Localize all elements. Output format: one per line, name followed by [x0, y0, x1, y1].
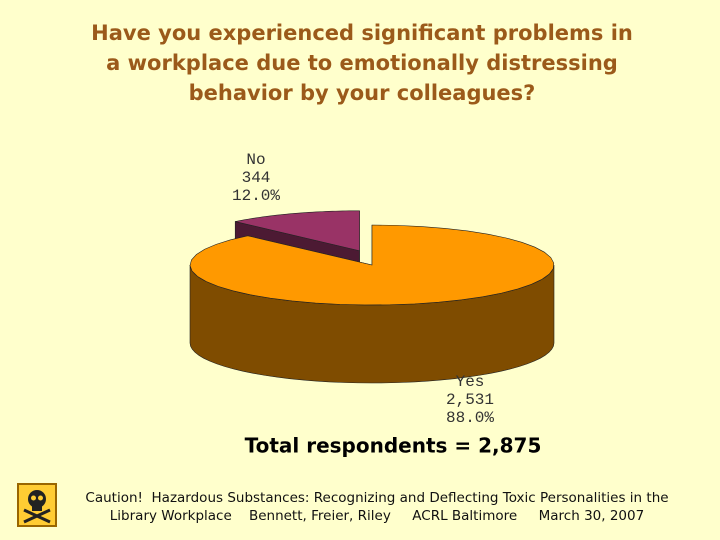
slice-value: 344 — [242, 169, 271, 187]
slice-category: Yes — [456, 373, 485, 391]
title-line: behavior by your colleagues? — [189, 81, 536, 105]
slice — [189, 224, 555, 306]
slice-percent: 88.0% — [446, 409, 494, 427]
slice-category: No — [246, 151, 265, 169]
title-line: a workplace due to emotionally distressi… — [106, 51, 618, 75]
footer-line: Library Workplace Bennett, Freier, Riley… — [110, 508, 644, 524]
slice-value: 2,531 — [446, 391, 494, 409]
slice — [235, 210, 360, 252]
skull-icon — [17, 483, 57, 527]
footer-line: Caution! Hazardous Substances: Recognizi… — [85, 490, 668, 506]
slice-percent: 12.0% — [232, 187, 280, 205]
total-label: Total respondents = 2,875 — [245, 434, 542, 458]
title-line: Have you experienced significant problem… — [91, 21, 633, 45]
pie — [189, 210, 555, 384]
